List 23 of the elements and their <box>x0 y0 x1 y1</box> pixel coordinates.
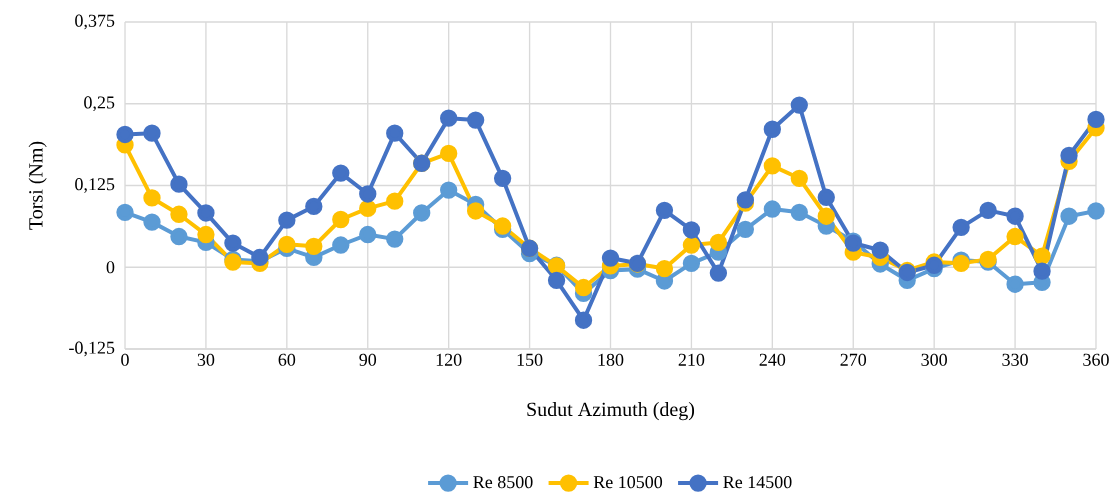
y-tick-label: 0,375 <box>75 14 115 30</box>
x-tick-label: 240 <box>759 353 786 366</box>
x-tick-label: 90 <box>359 353 377 366</box>
x-axis-title: Sudut Azimuth (deg) <box>527 402 695 421</box>
x-tick-label: 150 <box>517 353 543 366</box>
legend-label: Re 14500 <box>723 476 792 489</box>
x-tick-label: 360 <box>1083 353 1109 366</box>
x-tick-label: 120 <box>436 353 462 366</box>
legend-label: Re 10500 <box>593 476 663 489</box>
legend-label: Re 8500 <box>473 476 533 489</box>
y-tick-label: 0 <box>106 261 115 274</box>
x-tick-label: 180 <box>598 353 624 366</box>
x-tick-label: 30 <box>197 353 215 366</box>
y-tick-label: 0,125 <box>75 178 115 193</box>
y-axis-title: Torsi (Nm) <box>28 141 47 230</box>
y-tick-label: 0,25 <box>84 96 115 112</box>
x-tick-label: 330 <box>1002 353 1028 366</box>
x-tick-label: 300 <box>921 353 947 366</box>
x-tick-label: 270 <box>840 353 867 366</box>
x-tick-label: 60 <box>278 353 296 366</box>
y-tick-label: -0,125 <box>69 341 115 357</box>
x-tick-label: 0 <box>121 353 129 366</box>
x-tick-label: 210 <box>678 353 705 366</box>
